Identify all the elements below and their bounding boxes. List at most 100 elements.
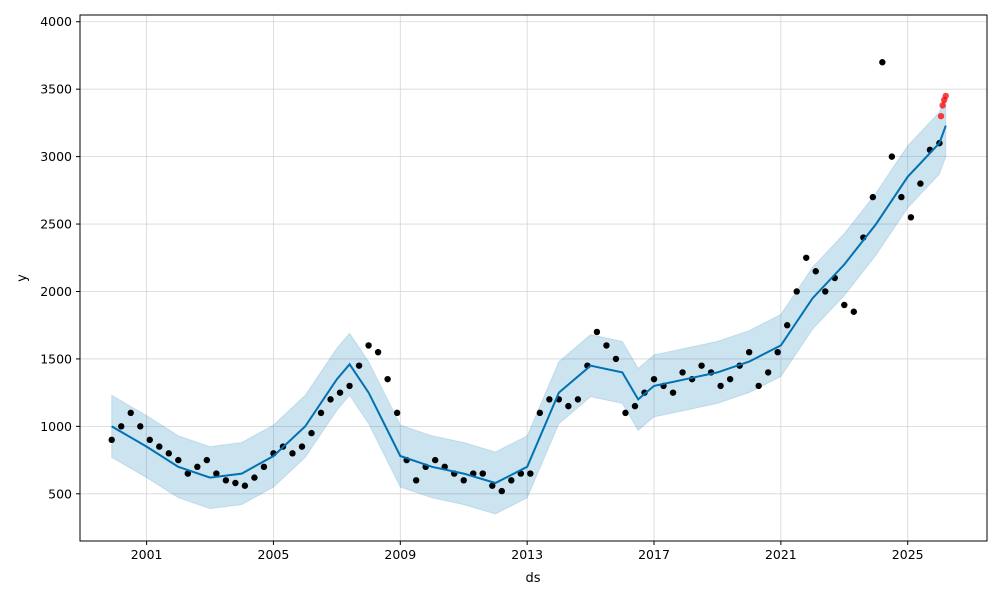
uncertainty-interval (111, 94, 947, 515)
observed-point (289, 450, 296, 457)
observed-point (355, 362, 363, 369)
observed-point (175, 456, 182, 464)
observed-point (717, 382, 724, 390)
observed-point (850, 308, 858, 315)
y-tick-label: 4000 (40, 14, 72, 29)
forecast-point (939, 102, 946, 109)
observed-point (374, 348, 382, 356)
observed-point (308, 429, 315, 437)
observed-point (622, 409, 629, 417)
x-tick-label: 2005 (258, 547, 290, 562)
x-tick-label: 2021 (765, 547, 797, 562)
observed-point (593, 328, 601, 336)
x-tick-label: 2001 (131, 547, 163, 562)
observed-point (460, 477, 467, 484)
observed-point (327, 396, 334, 403)
observed-point (213, 470, 220, 477)
observed-point (536, 409, 544, 417)
observed-point (498, 487, 505, 495)
observed-point (745, 348, 753, 356)
y-tick-label: 1500 (40, 351, 72, 366)
observed-point (384, 375, 391, 383)
observed-point (165, 450, 172, 457)
y-tick-label: 2500 (40, 217, 72, 232)
observed-point (146, 436, 153, 444)
grid-lines (80, 15, 987, 541)
observed-point (917, 180, 924, 187)
observed-point (431, 456, 439, 464)
trend-line (111, 125, 947, 485)
y-tick-label: 500 (48, 486, 72, 501)
y-tick-label: 1000 (40, 419, 72, 434)
observed-point (631, 402, 639, 410)
y-tick-label: 3000 (40, 149, 72, 164)
observed-point (698, 362, 705, 369)
x-tick-label: 2009 (384, 547, 416, 562)
observed-point (232, 479, 239, 487)
observed-points (108, 59, 943, 495)
observed-point (156, 443, 163, 450)
observed-point (365, 342, 372, 349)
y-tick-label: 2000 (40, 284, 72, 299)
observed-point (489, 482, 496, 489)
y-axis-label: y (15, 274, 30, 282)
observed-point (803, 254, 810, 261)
observed-point (774, 348, 781, 356)
observed-point (479, 470, 486, 477)
observed-point (574, 396, 582, 403)
observed-point (346, 382, 353, 390)
observed-point (203, 456, 211, 464)
observed-point (603, 342, 610, 349)
observed-point (546, 396, 553, 403)
observed-point (841, 301, 848, 309)
observed-point (241, 482, 249, 489)
observed-point (508, 477, 515, 484)
observed-point (336, 389, 344, 396)
observed-point (298, 443, 306, 450)
observed-point (784, 322, 791, 329)
x-tick-label: 2013 (511, 547, 543, 562)
x-axis-label: ds (525, 571, 540, 586)
forecast-point (942, 92, 949, 100)
x-tick-label: 2017 (638, 547, 670, 562)
observed-point (137, 423, 144, 430)
forecast-points (937, 92, 949, 120)
observed-point (812, 268, 819, 275)
observed-point (822, 288, 829, 295)
observed-point (108, 436, 115, 444)
plot-frame (79, 14, 988, 542)
observed-point (888, 153, 896, 160)
observed-point (118, 423, 125, 430)
forecast-point (937, 112, 945, 120)
observed-point (260, 463, 268, 471)
observed-point (898, 193, 905, 201)
observed-point (527, 470, 534, 477)
observed-point (393, 409, 401, 417)
trend-series-line (111, 125, 947, 485)
observed-point (907, 214, 915, 221)
observed-point (412, 477, 420, 484)
observed-point (251, 474, 258, 481)
observed-point (612, 355, 620, 363)
observed-point (222, 477, 230, 484)
x-axis: 2001 2005 2009 2013 2017 2021 2025 (131, 541, 924, 562)
y-tick-label: 3500 (40, 82, 72, 97)
observed-point (317, 409, 325, 417)
x-tick-label: 2025 (892, 547, 924, 562)
observed-point (679, 369, 686, 376)
observed-point (650, 375, 658, 383)
observed-point (669, 389, 677, 396)
observed-point (565, 402, 572, 410)
observed-point (869, 193, 877, 201)
observed-point (194, 463, 201, 471)
observed-point (879, 59, 886, 66)
observed-point (726, 375, 734, 383)
y-axis: 500 1000 1500 2000 2500 3000 3500 4000 (40, 14, 80, 501)
observed-point (184, 470, 192, 477)
observed-point (127, 409, 134, 417)
observed-point (755, 382, 762, 390)
uncertainty-band (111, 94, 947, 515)
observed-point (764, 369, 772, 376)
